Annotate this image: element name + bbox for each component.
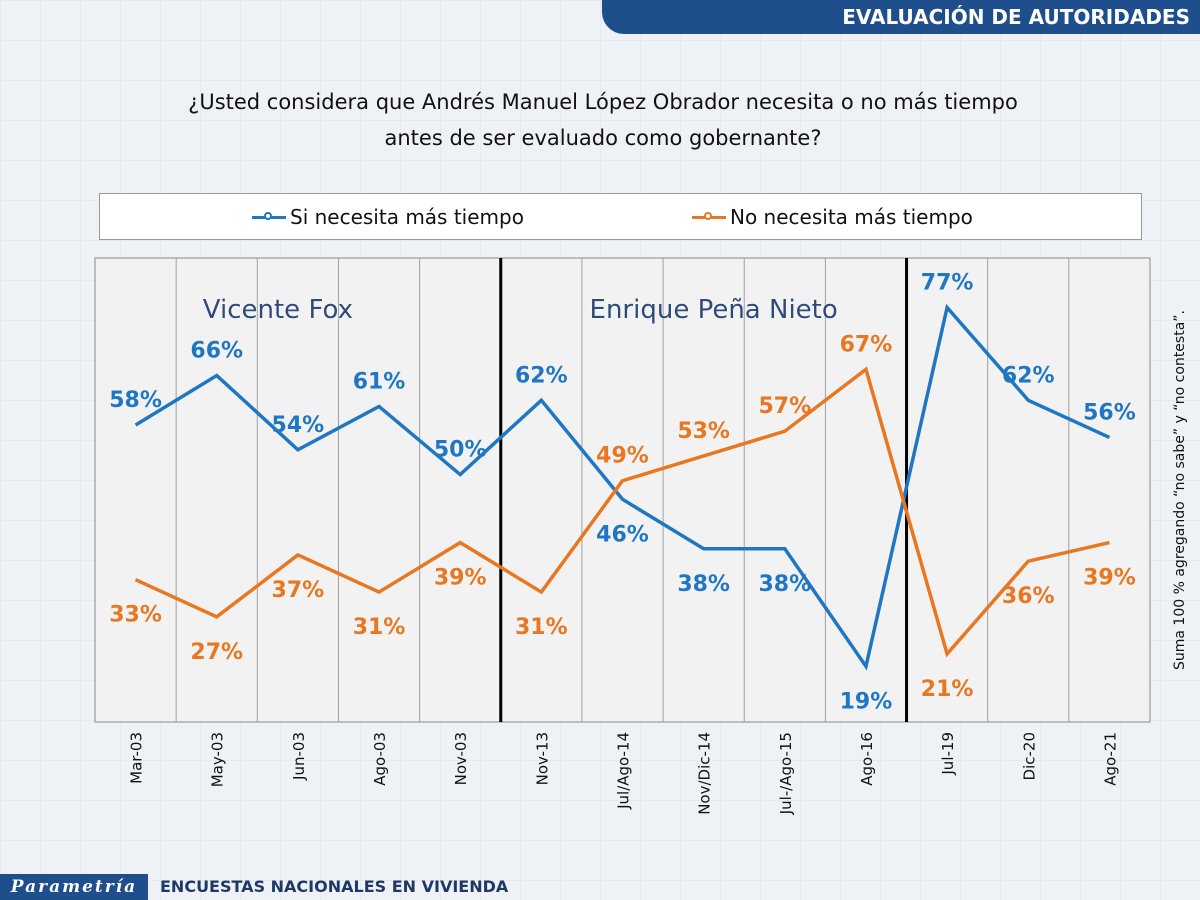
data-label-no: 33% bbox=[109, 603, 162, 628]
plot-area bbox=[94, 257, 1151, 723]
legend-label-no: No necesita más tiempo bbox=[730, 204, 973, 229]
period-label: Vicente Fox bbox=[203, 295, 353, 325]
header-banner: EVALUACIÓN DE AUTORIDADES bbox=[602, 0, 1200, 34]
x-tick-label: Nov-03 bbox=[452, 732, 470, 785]
x-tick-label: May-03 bbox=[209, 732, 227, 787]
data-label-no: 39% bbox=[1083, 566, 1136, 591]
x-tick-label: Ago-16 bbox=[858, 732, 876, 786]
data-label-si: 38% bbox=[758, 572, 811, 597]
side-note: Suma 100 % agregando “no sabe” y “no con… bbox=[1170, 300, 1190, 680]
side-note-text: Suma 100 % agregando “no sabe” y “no con… bbox=[1172, 310, 1188, 670]
x-tick-label: Ago-03 bbox=[371, 732, 389, 786]
line-chart: Vicente Fox Enrique Peña Nieto 58% 33% 66% 27… bbox=[94, 257, 1151, 815]
data-label-si: 19% bbox=[840, 689, 893, 714]
data-label-no: 53% bbox=[677, 419, 730, 444]
x-tick-label: Jul-/Ago-15 bbox=[777, 732, 795, 815]
data-label-si: 62% bbox=[515, 363, 568, 388]
series-line-si bbox=[134, 303, 1111, 671]
data-label-no: 57% bbox=[758, 394, 811, 419]
data-label-si: 77% bbox=[921, 270, 974, 295]
x-tick-label: Nov/Dic-14 bbox=[696, 732, 714, 815]
legend-label-si: Si necesita más tiempo bbox=[290, 204, 524, 229]
legend-item-no: No necesita más tiempo bbox=[692, 194, 973, 239]
period-label: Enrique Peña Nieto bbox=[590, 295, 838, 325]
legend-item-si: Si necesita más tiempo bbox=[252, 194, 524, 239]
data-label-si: 56% bbox=[1083, 400, 1136, 425]
data-label-si: 61% bbox=[353, 369, 406, 394]
data-label-si: 58% bbox=[109, 388, 162, 413]
question-line-2: antes de ser evaluado como gobernante? bbox=[384, 126, 822, 150]
data-label-no: 39% bbox=[434, 566, 487, 591]
question-text: ¿Usted considera que Andrés Manuel López… bbox=[130, 84, 1076, 156]
footer-text: ENCUESTAS NACIONALES EN VIVIENDA bbox=[160, 877, 509, 896]
data-label-si: 50% bbox=[434, 438, 487, 463]
data-label-no: 31% bbox=[353, 615, 406, 640]
x-tick-label: Jul-19 bbox=[939, 732, 957, 776]
series-line-no bbox=[134, 366, 1110, 658]
data-label-no: 36% bbox=[1002, 584, 1055, 609]
x-tick-label: Jul/Ago-14 bbox=[615, 732, 633, 810]
x-tick-label: Jun-03 bbox=[290, 732, 308, 781]
x-tick-label: Dic-20 bbox=[1020, 732, 1038, 780]
legend-swatch-si bbox=[252, 210, 286, 224]
legend-swatch-no bbox=[692, 210, 726, 224]
chart-legend: Si necesita más tiempo No necesita más t… bbox=[99, 193, 1142, 240]
x-tick-label: Mar-03 bbox=[128, 732, 146, 784]
header-title: EVALUACIÓN DE AUTORIDADES bbox=[842, 5, 1190, 29]
question-line-1: ¿Usted considera que Andrés Manuel López… bbox=[188, 90, 1018, 114]
footer-logo-text: Parametría bbox=[10, 877, 138, 897]
data-label-no: 31% bbox=[515, 615, 568, 640]
data-label-si: 46% bbox=[596, 522, 649, 547]
data-label-si: 54% bbox=[272, 413, 325, 438]
data-label-no: 49% bbox=[596, 444, 649, 469]
x-tick-label: Ago-21 bbox=[1101, 732, 1119, 786]
data-label-si: 38% bbox=[677, 572, 730, 597]
x-tick-label: Nov-13 bbox=[533, 732, 551, 785]
data-label-no: 27% bbox=[190, 640, 243, 665]
data-label-no: 21% bbox=[921, 677, 974, 702]
data-label-si: 66% bbox=[190, 339, 243, 364]
data-label-no: 67% bbox=[840, 332, 893, 357]
footer-logo: Parametría bbox=[0, 874, 148, 900]
data-label-no: 37% bbox=[272, 578, 325, 603]
data-label-si: 62% bbox=[1002, 363, 1055, 388]
